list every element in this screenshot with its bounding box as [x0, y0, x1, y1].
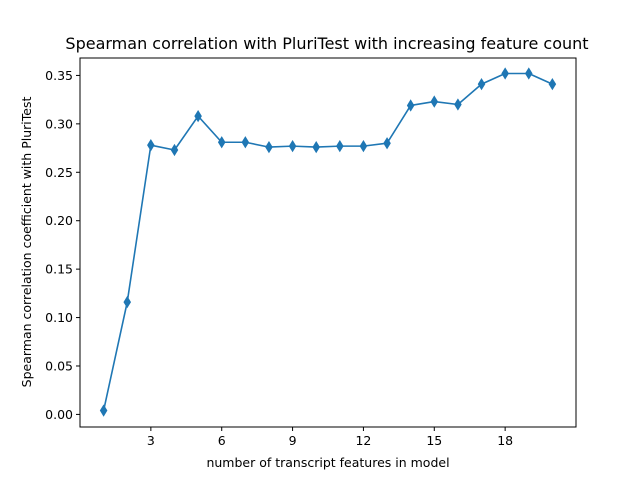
plot-area: [99, 67, 557, 417]
data-point-marker: [312, 140, 320, 154]
y-tick-label: 0.20: [45, 213, 73, 228]
data-point-marker: [170, 143, 179, 157]
y-tick-label: 0.10: [45, 310, 73, 325]
data-point-marker: [123, 295, 132, 309]
x-tick-label: 12: [355, 433, 371, 448]
x-axis-label: number of transcript features in model: [206, 455, 449, 470]
data-point-marker: [454, 98, 462, 111]
x-tick-label: 18: [497, 433, 513, 448]
data-point-marker: [359, 139, 368, 153]
data-point-marker: [99, 404, 108, 417]
data-point-marker: [406, 99, 415, 112]
y-tick-label: 0.05: [45, 358, 73, 373]
series-line: [102, 72, 553, 411]
x-tick-label: 3: [147, 433, 155, 448]
data-point-marker: [241, 136, 250, 149]
data-point-marker: [194, 109, 202, 123]
data-point-marker: [501, 67, 509, 80]
data-point-marker: [217, 136, 226, 149]
y-tick-label: 0.25: [45, 165, 73, 180]
y-tick-label: 0.15: [45, 262, 73, 277]
y-axis-label: Spearman correlation coefficient with Pl…: [19, 97, 34, 388]
y-tick-label: 0.30: [45, 116, 73, 131]
y-axis-ticks: 0.00 0.05 0.10 0.15 0.20 0.25 0.30 0.35: [45, 68, 80, 422]
data-point-marker: [524, 67, 533, 80]
data-point-marker: [265, 140, 273, 154]
x-tick-label: 9: [289, 433, 297, 448]
chart-title: Spearman correlation with PluriTest with…: [65, 34, 588, 53]
y-tick-label: 0.35: [45, 68, 73, 83]
data-point-marker: [288, 139, 297, 153]
axes-frame: [79, 57, 577, 428]
data-point-marker: [430, 95, 439, 108]
data-point-marker: [147, 139, 155, 152]
data-point-marker: [336, 139, 344, 153]
x-tick-label: 15: [426, 433, 442, 448]
x-axis-ticks: 3 6 9 12 15 18: [147, 427, 513, 448]
y-tick-label: 0.00: [45, 407, 73, 422]
data-point-marker: [548, 77, 557, 91]
data-point-marker: [383, 137, 391, 150]
data-point-marker: [477, 77, 486, 91]
x-tick-label: 6: [218, 433, 226, 448]
